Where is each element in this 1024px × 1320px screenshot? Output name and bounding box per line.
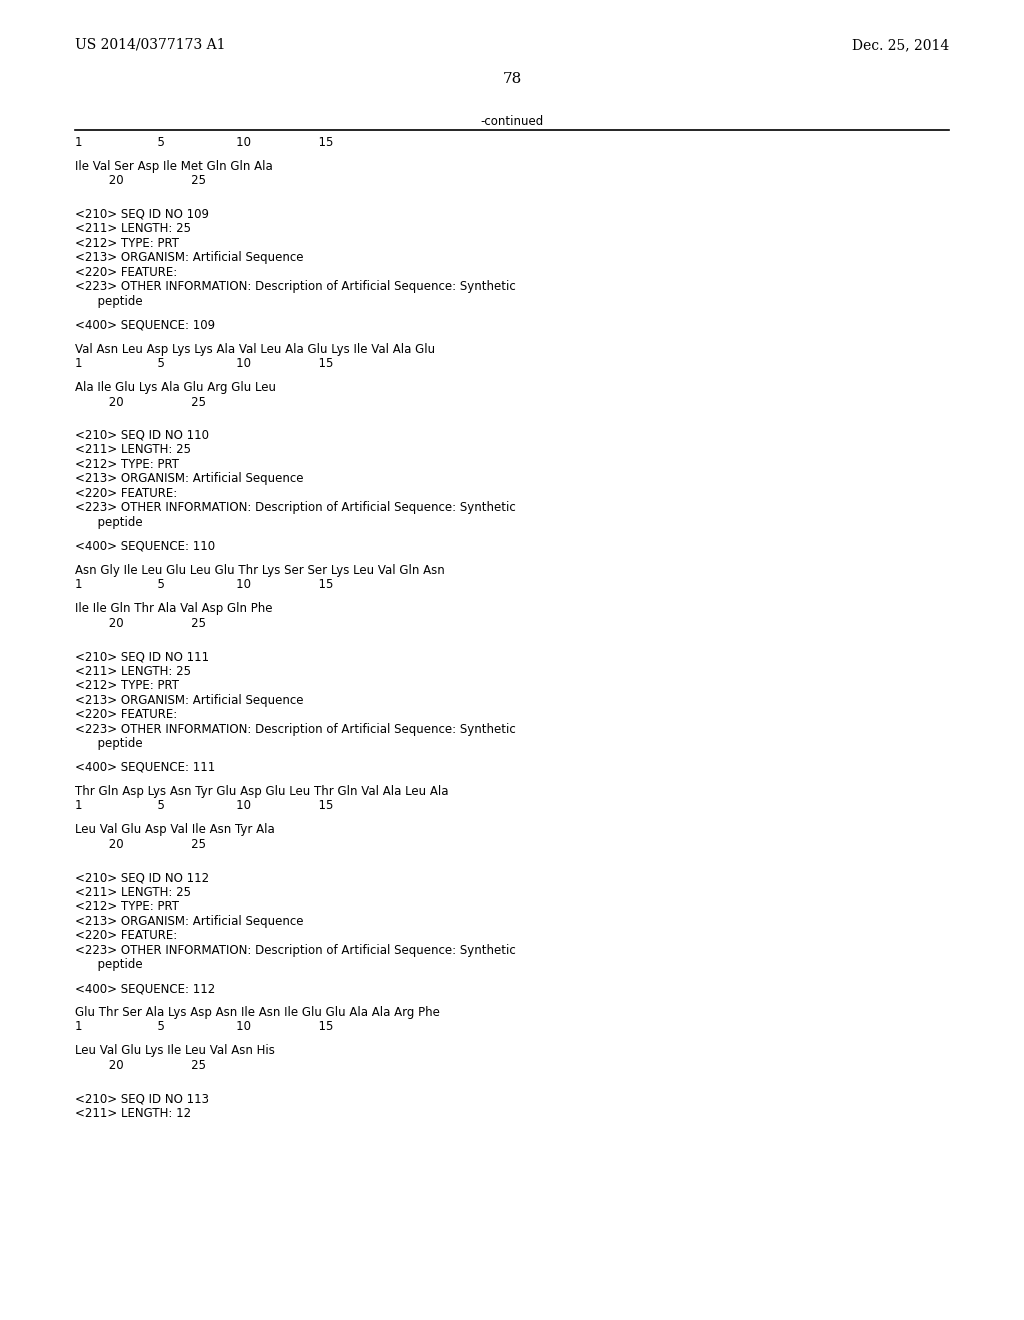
Text: <213> ORGANISM: Artificial Sequence: <213> ORGANISM: Artificial Sequence xyxy=(75,473,303,486)
Text: Ile Val Ser Asp Ile Met Gln Gln Ala: Ile Val Ser Asp Ile Met Gln Gln Ala xyxy=(75,160,272,173)
Text: <220> FEATURE:: <220> FEATURE: xyxy=(75,708,177,721)
Text: <211> LENGTH: 12: <211> LENGTH: 12 xyxy=(75,1106,191,1119)
Text: <211> LENGTH: 25: <211> LENGTH: 25 xyxy=(75,664,191,677)
Text: Asn Gly Ile Leu Glu Leu Glu Thr Lys Ser Ser Lys Leu Val Gln Asn: Asn Gly Ile Leu Glu Leu Glu Thr Lys Ser … xyxy=(75,564,444,577)
Text: 20                  25: 20 25 xyxy=(75,616,206,630)
Text: <210> SEQ ID NO 113: <210> SEQ ID NO 113 xyxy=(75,1092,209,1105)
Text: 20                  25: 20 25 xyxy=(75,174,206,187)
Text: <223> OTHER INFORMATION: Description of Artificial Sequence: Synthetic: <223> OTHER INFORMATION: Description of … xyxy=(75,944,516,957)
Text: <220> FEATURE:: <220> FEATURE: xyxy=(75,265,177,279)
Text: <210> SEQ ID NO 112: <210> SEQ ID NO 112 xyxy=(75,871,209,884)
Text: <211> LENGTH: 25: <211> LENGTH: 25 xyxy=(75,886,191,899)
Text: <212> TYPE: PRT: <212> TYPE: PRT xyxy=(75,678,179,692)
Text: <210> SEQ ID NO 109: <210> SEQ ID NO 109 xyxy=(75,207,209,220)
Text: <220> FEATURE:: <220> FEATURE: xyxy=(75,929,177,942)
Text: peptide: peptide xyxy=(75,958,142,972)
Text: 20                  25: 20 25 xyxy=(75,1059,206,1072)
Text: -continued: -continued xyxy=(480,115,544,128)
Text: <212> TYPE: PRT: <212> TYPE: PRT xyxy=(75,458,179,471)
Text: <211> LENGTH: 25: <211> LENGTH: 25 xyxy=(75,222,191,235)
Text: 1                    5                   10                  15: 1 5 10 15 xyxy=(75,1020,334,1034)
Text: 1                    5                   10                  15: 1 5 10 15 xyxy=(75,578,334,591)
Text: Thr Gln Asp Lys Asn Tyr Glu Asp Glu Leu Thr Gln Val Ala Leu Ala: Thr Gln Asp Lys Asn Tyr Glu Asp Glu Leu … xyxy=(75,785,449,797)
Text: <220> FEATURE:: <220> FEATURE: xyxy=(75,487,177,500)
Text: peptide: peptide xyxy=(75,737,142,750)
Text: Leu Val Glu Lys Ile Leu Val Asn His: Leu Val Glu Lys Ile Leu Val Asn His xyxy=(75,1044,274,1057)
Text: Ala Ile Glu Lys Ala Glu Arg Glu Leu: Ala Ile Glu Lys Ala Glu Arg Glu Leu xyxy=(75,381,276,395)
Text: <400> SEQUENCE: 109: <400> SEQUENCE: 109 xyxy=(75,318,215,331)
Text: <210> SEQ ID NO 110: <210> SEQ ID NO 110 xyxy=(75,429,209,442)
Text: <210> SEQ ID NO 111: <210> SEQ ID NO 111 xyxy=(75,649,209,663)
Text: 1                    5                   10                  15: 1 5 10 15 xyxy=(75,136,334,149)
Text: 20                  25: 20 25 xyxy=(75,838,206,851)
Text: peptide: peptide xyxy=(75,294,142,308)
Text: <212> TYPE: PRT: <212> TYPE: PRT xyxy=(75,236,179,249)
Text: <211> LENGTH: 25: <211> LENGTH: 25 xyxy=(75,444,191,457)
Text: Leu Val Glu Asp Val Ile Asn Tyr Ala: Leu Val Glu Asp Val Ile Asn Tyr Ala xyxy=(75,824,274,837)
Text: <223> OTHER INFORMATION: Description of Artificial Sequence: Synthetic: <223> OTHER INFORMATION: Description of … xyxy=(75,722,516,735)
Text: <213> ORGANISM: Artificial Sequence: <213> ORGANISM: Artificial Sequence xyxy=(75,693,303,706)
Text: <400> SEQUENCE: 111: <400> SEQUENCE: 111 xyxy=(75,760,215,774)
Text: 20                  25: 20 25 xyxy=(75,396,206,409)
Text: Ile Ile Gln Thr Ala Val Asp Gln Phe: Ile Ile Gln Thr Ala Val Asp Gln Phe xyxy=(75,602,272,615)
Text: US 2014/0377173 A1: US 2014/0377173 A1 xyxy=(75,38,225,51)
Text: <223> OTHER INFORMATION: Description of Artificial Sequence: Synthetic: <223> OTHER INFORMATION: Description of … xyxy=(75,280,516,293)
Text: <213> ORGANISM: Artificial Sequence: <213> ORGANISM: Artificial Sequence xyxy=(75,915,303,928)
Text: Dec. 25, 2014: Dec. 25, 2014 xyxy=(852,38,949,51)
Text: 78: 78 xyxy=(503,73,521,86)
Text: <213> ORGANISM: Artificial Sequence: <213> ORGANISM: Artificial Sequence xyxy=(75,251,303,264)
Text: <400> SEQUENCE: 110: <400> SEQUENCE: 110 xyxy=(75,540,215,553)
Text: Val Asn Leu Asp Lys Lys Ala Val Leu Ala Glu Lys Ile Val Ala Glu: Val Asn Leu Asp Lys Lys Ala Val Leu Ala … xyxy=(75,343,435,355)
Text: 1                    5                   10                  15: 1 5 10 15 xyxy=(75,358,334,370)
Text: peptide: peptide xyxy=(75,516,142,529)
Text: Glu Thr Ser Ala Lys Asp Asn Ile Asn Ile Glu Glu Ala Ala Arg Phe: Glu Thr Ser Ala Lys Asp Asn Ile Asn Ile … xyxy=(75,1006,440,1019)
Text: <223> OTHER INFORMATION: Description of Artificial Sequence: Synthetic: <223> OTHER INFORMATION: Description of … xyxy=(75,502,516,515)
Text: <400> SEQUENCE: 112: <400> SEQUENCE: 112 xyxy=(75,982,215,995)
Text: 1                    5                   10                  15: 1 5 10 15 xyxy=(75,800,334,812)
Text: <212> TYPE: PRT: <212> TYPE: PRT xyxy=(75,900,179,913)
